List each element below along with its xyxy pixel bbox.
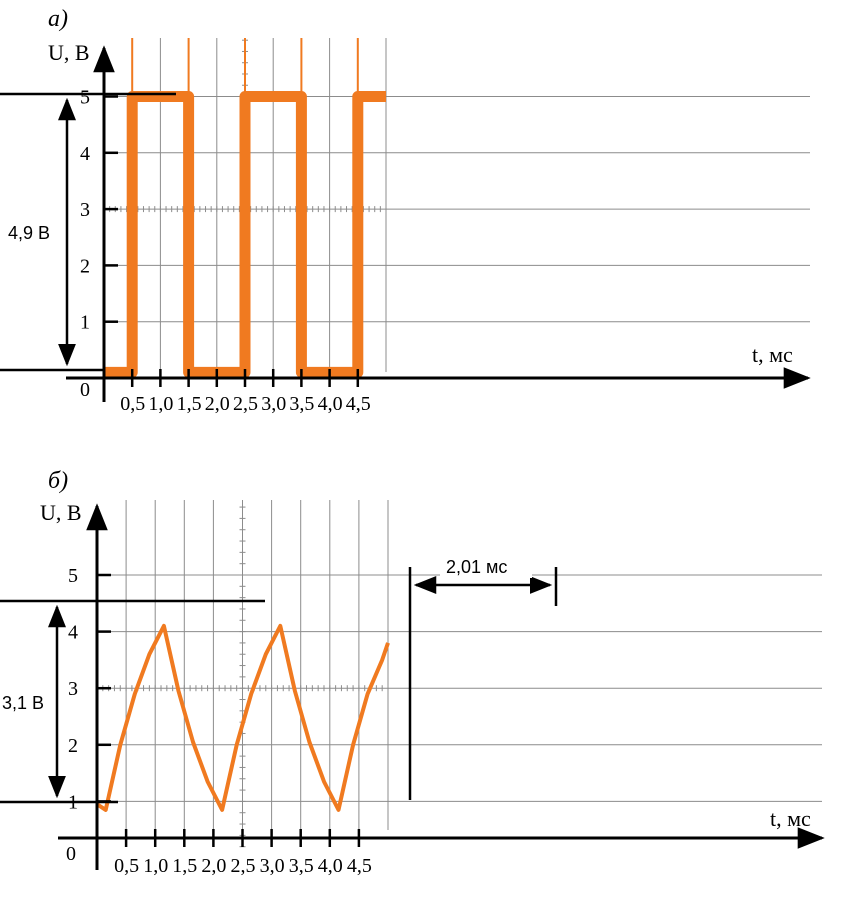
x-tick-labels-a: 0,5 1,0 1,5 2,0 2,5 3,0 3,5 4,0 4,5 bbox=[120, 393, 371, 415]
panel-label-b: б) bbox=[48, 468, 68, 494]
trace-b bbox=[95, 623, 390, 812]
y-tick-label: 1 bbox=[68, 791, 78, 813]
y-axis-label-a: U, В bbox=[48, 40, 90, 65]
axis-ticks-b bbox=[97, 573, 361, 847]
origin-label-b: 0 bbox=[66, 843, 76, 865]
x-tick-label: 1,5 bbox=[177, 393, 202, 415]
x-tick-label: 4,5 bbox=[347, 855, 372, 877]
y-tick-label: 2 bbox=[80, 255, 90, 277]
origin-label-a: 0 bbox=[80, 379, 90, 401]
panel-a: 4,9 В а) U, В t, мс 0 1 2 3 4 5 0,5 1,0 1,5 2,0… bbox=[0, 6, 811, 415]
x-tick-label: 1,5 bbox=[172, 855, 197, 877]
y-tick-label: 4 bbox=[68, 622, 78, 644]
x-tick-label: 3,5 bbox=[289, 393, 314, 415]
y-axis-label-b: U, В bbox=[40, 500, 82, 525]
y-tick-label: 5 bbox=[80, 87, 90, 109]
dim-label-b: 3,1 В bbox=[2, 693, 44, 713]
x-tick-label: 0,5 bbox=[114, 855, 139, 877]
x-tick-label: 4,0 bbox=[318, 855, 343, 877]
y-tick-label: 4 bbox=[80, 143, 90, 165]
axis-ticks-a bbox=[104, 95, 360, 387]
dim-label-bg-a bbox=[4, 221, 62, 243]
period-label-bg-b bbox=[440, 556, 532, 578]
y-tick-label: 1 bbox=[80, 312, 90, 334]
x-tick-label: 0,5 bbox=[120, 393, 145, 415]
series-line bbox=[95, 623, 390, 812]
period-label-b: 2,01 мс bbox=[446, 557, 507, 577]
x-tick-label: 1,0 bbox=[148, 393, 173, 415]
dim-label-bg-b bbox=[0, 691, 54, 713]
y-tick-label: 3 bbox=[68, 678, 78, 700]
x-tick-label: 2,0 bbox=[205, 393, 230, 415]
x-tick-labels-b: 0,5 1,0 1,5 2,0 2,5 3,0 3,5 4,0 4,5 bbox=[114, 855, 372, 877]
x-tick-label: 2,5 bbox=[233, 393, 258, 415]
x-tick-label: 2,5 bbox=[231, 855, 256, 877]
x-tick-label: 1,0 bbox=[143, 855, 168, 877]
grid-a bbox=[104, 38, 810, 372]
x-tick-label: 3,0 bbox=[260, 855, 285, 877]
x-tick-label: 4,0 bbox=[318, 393, 343, 415]
x-tick-label: 4,5 bbox=[346, 393, 371, 415]
x-tick-label: 3,5 bbox=[289, 855, 314, 877]
x-tick-label: 3,0 bbox=[261, 393, 286, 415]
y-tick-label: 5 bbox=[68, 565, 78, 587]
x-axis-label-b: t, мс bbox=[770, 806, 811, 831]
panel-label-a: а) bbox=[48, 6, 68, 32]
grid-b bbox=[97, 500, 822, 830]
y-tick-label: 3 bbox=[80, 199, 90, 221]
dim-label-a: 4,9 В bbox=[8, 223, 50, 243]
trace-a bbox=[104, 38, 386, 378]
y-tick-labels-b: 1 2 3 4 5 bbox=[68, 565, 78, 813]
x-tick-label: 2,0 bbox=[201, 855, 226, 877]
y-tick-label: 2 bbox=[68, 735, 78, 757]
y-tick-labels-a: 1 2 3 4 5 bbox=[80, 87, 90, 334]
x-axis-label-a: t, мс bbox=[752, 342, 793, 367]
